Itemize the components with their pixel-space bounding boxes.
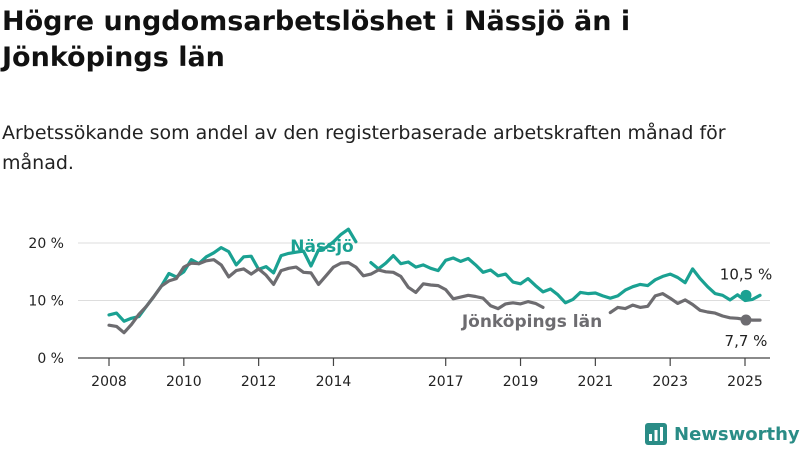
series-line-jonkoping xyxy=(107,258,545,335)
x-tick-label: 2021 xyxy=(578,374,614,390)
x-tick-label: 2025 xyxy=(727,374,763,390)
y-tick-label: 0 % xyxy=(37,351,64,367)
series-end-marker-nassjo xyxy=(740,289,752,301)
x-tick-label: 2010 xyxy=(166,374,202,390)
y-tick-label: 10 % xyxy=(28,294,64,310)
x-tick-label: 2008 xyxy=(91,374,127,390)
x-tick-label: 2017 xyxy=(428,374,464,390)
x-tick-label: 2019 xyxy=(503,374,539,390)
x-tick-label: 2023 xyxy=(652,374,688,390)
brand-logo: Newsworthy xyxy=(644,420,800,448)
series-end-label-jonkoping: 7,7 % xyxy=(725,332,768,350)
brand-name: Newsworthy xyxy=(674,423,800,445)
newsworthy-icon xyxy=(645,423,667,445)
page-title: Högre ungdomsarbetslöshet i Nässjö än i … xyxy=(2,6,631,73)
series-label-jonkoping: Jönköpings län xyxy=(461,312,602,332)
y-tick-label: 20 % xyxy=(28,236,64,252)
series-end-marker-jonkoping xyxy=(740,314,752,326)
series-line-jonkoping xyxy=(608,292,762,322)
x-tick-label: 2012 xyxy=(241,374,277,390)
series-label-nassjo: Nässjö xyxy=(290,237,353,257)
x-tick-label: 2014 xyxy=(316,374,352,390)
page-subtitle: Arbetssökande som andel av den registerb… xyxy=(2,122,726,174)
series-end-label-nassjo: 10,5 % xyxy=(720,265,772,283)
series-line-nassjo xyxy=(369,254,762,305)
